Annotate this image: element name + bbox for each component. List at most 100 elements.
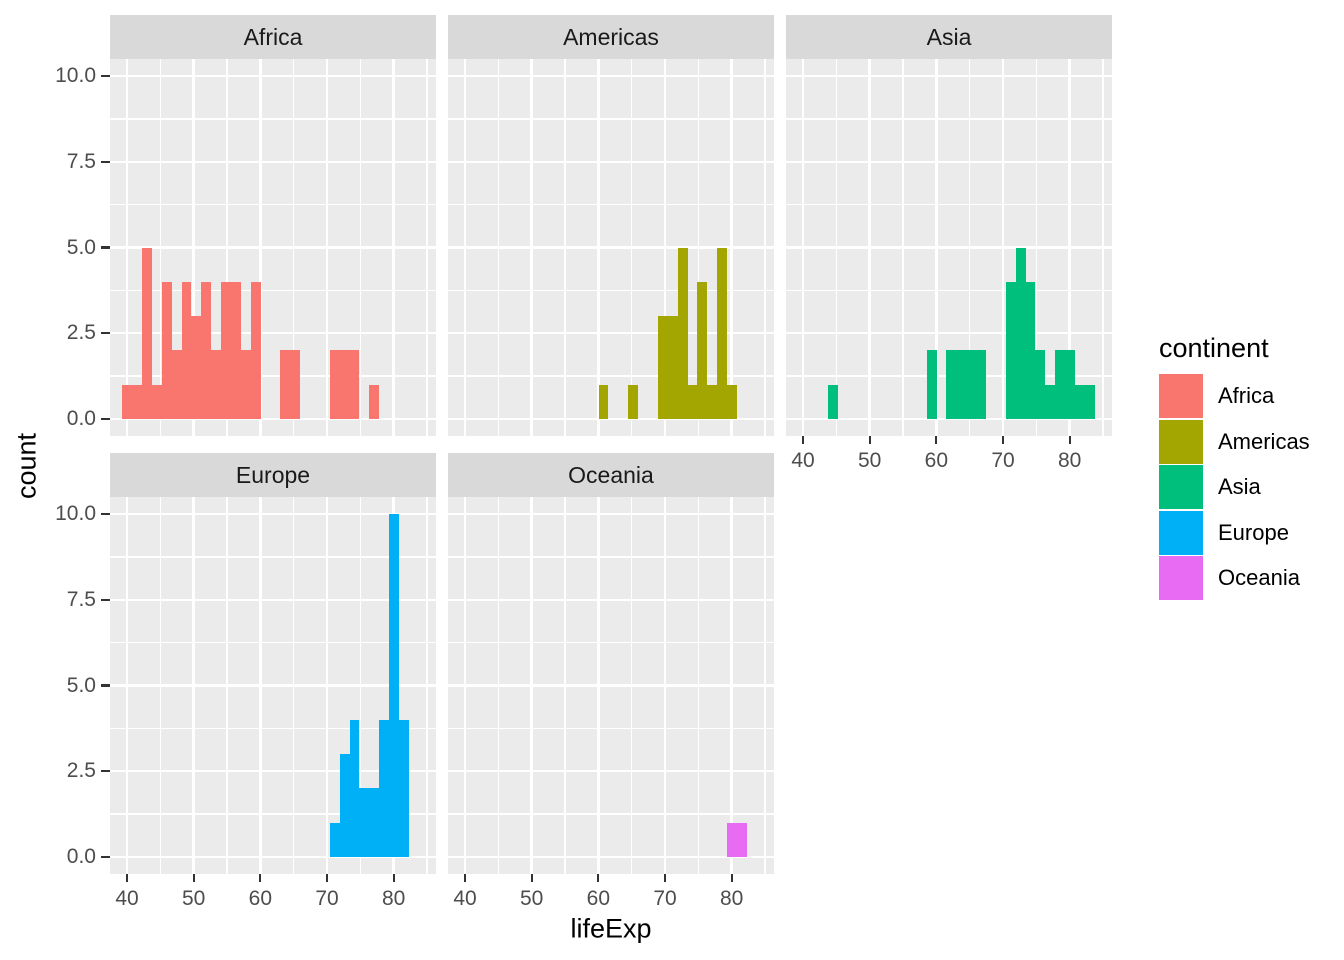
gridline-minor-horizontal [110, 813, 436, 815]
y-axis-tick-label: 7.5 [66, 149, 96, 173]
legend-label-americas: Americas [1218, 428, 1310, 454]
facet-strip-label-oceania: Oceania [568, 461, 654, 488]
gridline-minor-horizontal [448, 556, 774, 558]
x-axis-tick-label: 40 [115, 887, 139, 910]
gridline-major-horizontal [448, 417, 774, 421]
facet-strip-label-asia: Asia [926, 23, 972, 50]
histogram-bar [1084, 384, 1095, 419]
legend-label-africa: Africa [1218, 383, 1275, 408]
facet-panel-americas [448, 59, 774, 436]
facet-strip-africa: Africa [110, 15, 436, 59]
gridline-major-horizontal [110, 331, 436, 335]
x-axis-tick-label: 50 [857, 449, 882, 472]
x-axis-tick [935, 436, 938, 444]
gridline-minor-horizontal [110, 642, 436, 644]
gridline-major-horizontal [448, 769, 774, 773]
gridline-major-horizontal [110, 74, 436, 78]
y-axis-tick [101, 160, 110, 163]
histogram-bar [171, 350, 182, 419]
x-axis-tick-label: 50 [181, 887, 206, 910]
y-axis-tick-label: 0.0 [66, 406, 96, 430]
gridline-major-horizontal [110, 160, 436, 164]
histogram-bar [1065, 350, 1075, 419]
y-axis-tick-label: 5.0 [66, 673, 96, 697]
y-axis-tick-label: 2.5 [66, 759, 96, 783]
gridline-major-horizontal [110, 246, 436, 249]
x-axis-tick-label: 70 [653, 887, 677, 910]
histogram-bar [687, 384, 698, 419]
histogram-bar [657, 316, 668, 419]
gridline-major-horizontal [448, 74, 774, 78]
histogram-bar [221, 281, 231, 419]
histogram-bar [1005, 281, 1016, 419]
gridline-minor-horizontal [448, 642, 774, 644]
legend-title: continent [1159, 333, 1269, 363]
histogram-bar [956, 350, 967, 419]
facet-strip-label-europe: Europe [235, 461, 311, 488]
histogram-bar [598, 384, 609, 419]
gridline-minor-horizontal [110, 727, 436, 729]
x-axis-tick-label: 80 [1057, 449, 1082, 472]
histogram-bar [736, 822, 747, 857]
gridline-major-horizontal [110, 855, 436, 859]
histogram-bar [389, 514, 399, 857]
histogram-bar [717, 247, 728, 419]
facet-strip-label-africa: Africa [243, 23, 303, 50]
histogram-bar [707, 384, 718, 419]
histogram-bar [240, 350, 251, 419]
x-axis-title: lifeExp [570, 913, 652, 944]
gridline-minor-horizontal [786, 289, 1112, 291]
x-axis-tick [801, 436, 805, 444]
histogram-bar [369, 788, 380, 857]
y-axis-tick-label: 5.0 [66, 235, 96, 259]
histogram-bar [727, 822, 737, 857]
histogram-bar [966, 350, 977, 419]
histogram-bar [1035, 350, 1046, 419]
gridline-major-horizontal [448, 331, 774, 335]
x-axis-tick-label: 40 [453, 887, 477, 910]
x-axis-tick-label: 70 [991, 449, 1015, 472]
facet-panel-europe [110, 497, 436, 874]
legend-label-asia: Asia [1218, 474, 1261, 500]
gridline-minor-horizontal [448, 289, 774, 291]
facet-strip-europe: Europe [110, 453, 436, 497]
histogram-bar [250, 281, 261, 419]
histogram-bar [697, 281, 708, 419]
histogram-bar [161, 281, 172, 419]
histogram-bar [677, 247, 688, 419]
x-axis-tick [663, 874, 667, 882]
facet-strip-label-americas: Americas [563, 23, 659, 50]
x-axis-tick [1068, 436, 1071, 444]
gridline-major-horizontal [448, 598, 774, 602]
y-axis-tick-label: 10.0 [55, 502, 96, 526]
gridline-major-horizontal [786, 246, 1112, 249]
histogram-bar [1025, 281, 1036, 419]
facet-panel-asia [786, 59, 1112, 436]
legend-key-americas [1159, 419, 1203, 464]
histogram-bar [201, 281, 212, 419]
histogram-bar [349, 719, 360, 857]
gridline-minor-horizontal [110, 556, 436, 558]
x-axis-tick [392, 874, 395, 882]
legend-key-europe [1159, 510, 1203, 555]
x-axis-tick [730, 874, 733, 882]
gridline-minor-horizontal [786, 204, 1112, 206]
histogram-bar [976, 350, 986, 419]
y-axis-tick [101, 332, 110, 335]
gridline-minor-horizontal [110, 375, 436, 377]
y-axis-tick [101, 246, 110, 249]
histogram-bar [628, 384, 639, 419]
histogram-bar [1055, 350, 1066, 419]
gridline-major-horizontal [448, 246, 774, 249]
gridline-minor-horizontal [448, 118, 774, 120]
gridline-major-horizontal [448, 160, 774, 164]
legend-key-africa [1159, 374, 1203, 418]
gridline-major-horizontal [786, 74, 1112, 78]
legend-key-asia [1159, 465, 1203, 510]
gridline-major-horizontal [110, 417, 436, 421]
histogram-bar [151, 384, 162, 419]
y-axis-tick [101, 75, 110, 78]
y-axis-tick [101, 417, 110, 420]
histogram-bar [329, 822, 340, 857]
histogram-bar [379, 719, 390, 857]
